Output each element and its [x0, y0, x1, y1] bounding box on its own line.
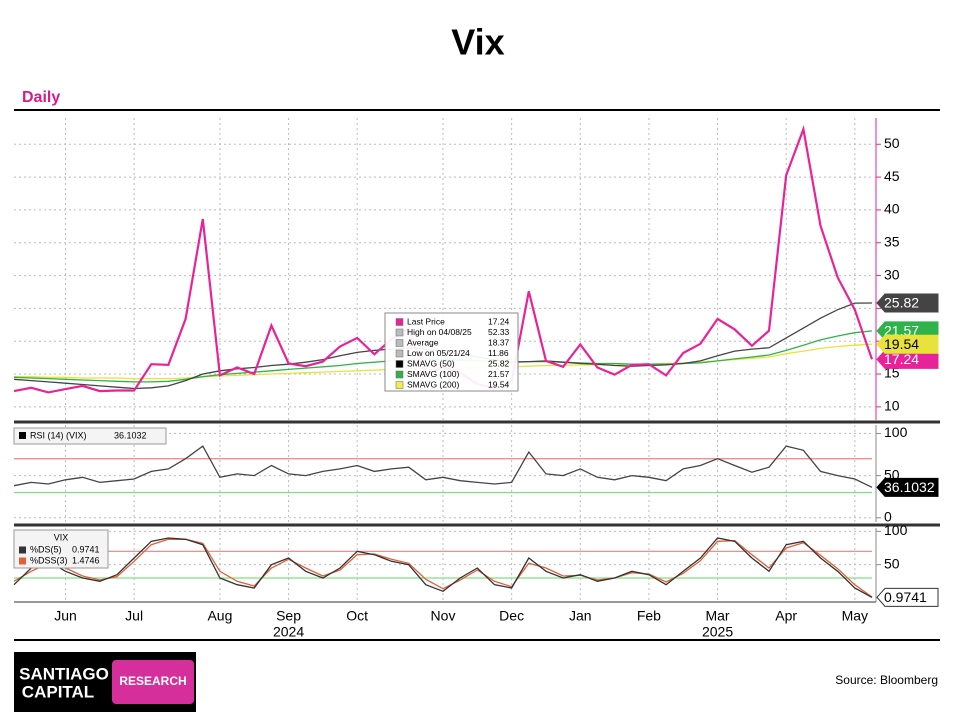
legend-value: 25.82 [488, 358, 510, 368]
x-tick-label: Jun [54, 608, 77, 624]
x-tick-label: Sep [276, 608, 301, 624]
legend-swatch [395, 339, 404, 347]
x-tick-label: Jan [569, 608, 592, 624]
legend-value: 21.57 [488, 369, 510, 379]
value-tag [876, 334, 939, 354]
legend-label: Last Price [407, 316, 445, 326]
x-tick-label: Feb [637, 608, 661, 624]
legend-box [13, 427, 167, 445]
legend-swatch [19, 557, 26, 565]
y-tick-label: 35 [884, 233, 900, 249]
value-tag [876, 477, 939, 497]
legend-value: 18.37 [488, 337, 510, 347]
y-tick-label: 50 [884, 555, 900, 571]
logo-text: SANTIAGO [19, 664, 109, 683]
value-tag-label: 19.54 [884, 336, 919, 352]
legend-swatch [395, 349, 404, 358]
page-title: Vix [451, 22, 504, 63]
value-tag-label: 0.9741 [884, 589, 927, 605]
legend-box [384, 312, 519, 392]
legend-value: 11.86 [488, 348, 509, 358]
subtitle: Daily [22, 89, 60, 106]
legend-swatch [395, 370, 404, 379]
y-tick-label: 40 [884, 201, 900, 217]
y-tick-label: 100 [884, 522, 908, 538]
legend-value: 17.24 [488, 316, 510, 326]
legend-label: Average [407, 337, 439, 347]
legend-value: 0.9741 [72, 544, 100, 554]
source: Source: Bloomberg [835, 673, 938, 687]
legend-swatch [395, 381, 404, 389]
y-tick-label: 30 [884, 266, 900, 282]
logo-badge-text: RESEARCH [119, 674, 186, 688]
series-line [13, 445, 873, 488]
legend-swatch [395, 360, 404, 368]
y-tick-label: 10 [884, 398, 900, 414]
value-tag-label: 36.1032 [884, 479, 935, 495]
legend-label: SMAVG (200) [407, 379, 459, 389]
legend-label: SMAVG (100) [407, 369, 459, 379]
legend-label: %DSS(3) [30, 555, 68, 565]
series-line [13, 538, 873, 598]
legend-box [13, 529, 109, 569]
value-tag-label: 21.57 [884, 323, 919, 339]
legend-label: High on 04/08/25 [407, 327, 472, 337]
x-tick-label: Oct [346, 608, 368, 624]
x-year-label: 2024 [273, 624, 304, 640]
legend-value: 1.4746 [72, 555, 100, 565]
legend-swatch [395, 318, 404, 326]
legend-label: Low on 05/21/24 [407, 348, 470, 358]
x-tick-label: Aug [207, 608, 232, 624]
value-tag-label: 17.24 [884, 351, 919, 367]
x-tick-label: Nov [431, 608, 456, 624]
x-tick-label: Apr [775, 608, 797, 624]
x-tick-label: Mar [705, 608, 729, 624]
y-tick-label: 50 [884, 135, 900, 151]
series-line [13, 537, 873, 598]
legend-value: 52.33 [488, 327, 510, 337]
legend-value: 36.1032 [114, 430, 147, 440]
y-tick-label: 45 [884, 168, 900, 184]
legend-swatch [19, 432, 26, 439]
legend-title: VIX [54, 532, 69, 542]
x-year-label: 2025 [702, 624, 733, 640]
value-tag-label: 25.82 [884, 295, 919, 311]
x-tick-label: May [842, 608, 868, 624]
legend-label: RSI (14) (VIX) [30, 430, 87, 440]
legend-value: 19.54 [488, 379, 510, 389]
legend-label: SMAVG (50) [407, 358, 455, 368]
value-tag [876, 587, 939, 607]
y-tick-label: 100 [884, 424, 908, 440]
logo-badge [112, 660, 194, 704]
legend-swatch [19, 546, 26, 554]
x-tick-label: Jul [125, 608, 143, 624]
value-tag [876, 293, 939, 313]
legend-label: %DS(5) [30, 544, 62, 554]
x-tick-label: Dec [499, 608, 524, 624]
logo-text: CAPITAL [22, 682, 94, 701]
y-tick-label: 0 [884, 508, 892, 524]
legend-swatch [395, 328, 404, 337]
